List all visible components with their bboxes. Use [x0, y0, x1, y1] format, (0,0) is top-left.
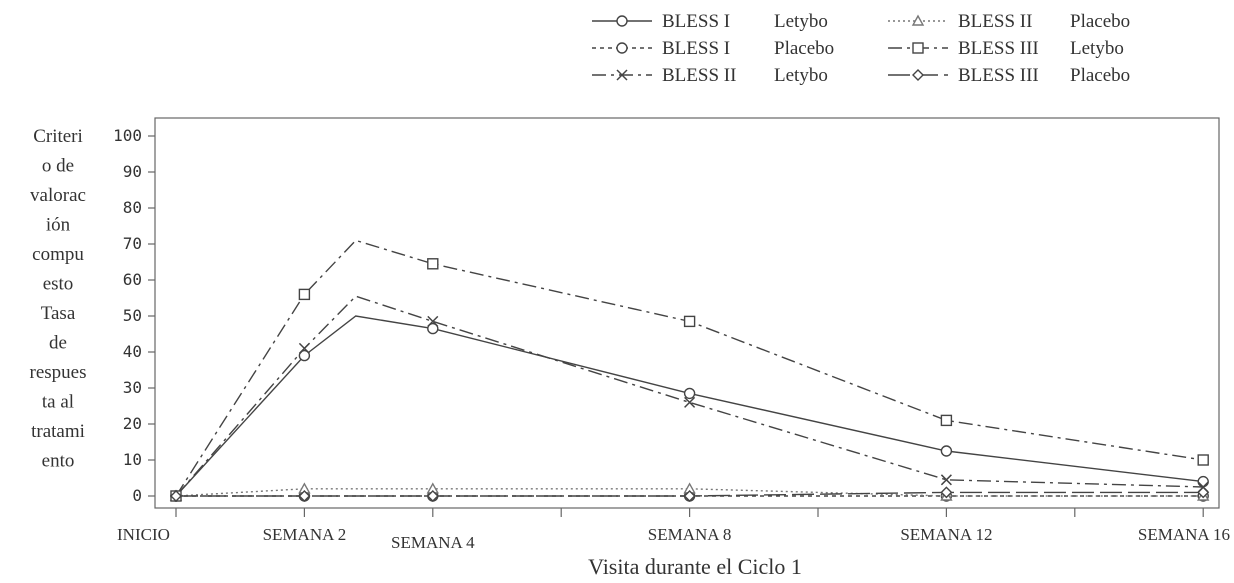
data-point — [912, 42, 924, 54]
legend-group: Placebo — [1070, 11, 1130, 32]
series-6 — [170, 486, 1210, 502]
y-axis-title-line: Criteri — [33, 126, 83, 147]
legend-item: BLESS III Placebo — [888, 65, 1130, 86]
data-point — [170, 490, 182, 502]
y-axis-title-line: ión — [46, 215, 71, 236]
series-1 — [170, 315, 1209, 502]
x-tick-label: INICIO — [117, 525, 170, 544]
y-tick-label: 100 — [113, 126, 142, 145]
y-axis-label: Criteri o de valorac ión compu esto Tasa de resp… — [30, 126, 87, 472]
data-point — [940, 445, 953, 457]
y-tick-label: 60 — [123, 270, 142, 289]
data-point — [427, 322, 439, 335]
legend-item: BLESS I Placebo — [592, 38, 834, 59]
data-point — [683, 490, 696, 502]
chart-legend: BLESS I Letybo BLESS II Placebo BLESS I Place… — [592, 11, 1130, 86]
legend-label: BLESS III — [958, 38, 1039, 59]
legend-group: Placebo — [774, 38, 834, 59]
y-tick-label: 90 — [123, 162, 142, 181]
y-tick-label: 80 — [123, 198, 142, 217]
legend-label: BLESS I — [662, 11, 730, 32]
y-tick-label: 70 — [123, 234, 142, 253]
y-axis-title-line: tratami — [31, 421, 85, 442]
x-axis-title: Visita durante el Ciclo 1 — [588, 554, 802, 579]
series-5 — [170, 239, 1209, 502]
series-line — [175, 315, 1204, 497]
data-point — [684, 396, 696, 408]
legend-item: BLESS II Letybo — [592, 65, 828, 86]
y-axis-title-line: Tasa — [41, 303, 76, 324]
x-tick-label: SEMANA 8 — [648, 525, 732, 544]
y-axis: 0 10 20 30 40 50 60 70 80 90 100 — [113, 126, 155, 505]
legend-label: BLESS III — [958, 65, 1039, 86]
data-point — [1197, 486, 1210, 499]
data-point — [616, 69, 628, 81]
y-tick-label: 0 — [132, 486, 142, 505]
data-point — [683, 315, 696, 328]
x-tick-label: SEMANA 4 — [391, 533, 475, 552]
legend-label: BLESS II — [958, 11, 1032, 32]
legend-item: BLESS III Letybo — [888, 38, 1124, 59]
x-tick-label: SEMANA 16 — [1138, 525, 1230, 544]
data-point — [298, 342, 310, 354]
y-tick-label: 30 — [123, 378, 142, 397]
y-axis-title-line: compu — [32, 244, 84, 265]
series-layer — [169, 239, 1210, 502]
data-point — [616, 42, 628, 54]
data-point — [298, 349, 311, 362]
y-tick-label: 40 — [123, 342, 142, 361]
x-tick-label: SEMANA 12 — [900, 525, 992, 544]
y-axis-title-line: esto — [43, 274, 74, 295]
legend-label: BLESS II — [662, 65, 736, 86]
y-tick-label: 50 — [123, 306, 142, 325]
legend-group: Placebo — [1070, 65, 1130, 86]
legend-group: Letybo — [1070, 38, 1124, 59]
data-point — [940, 486, 953, 499]
legend-label: BLESS I — [662, 38, 730, 59]
data-point — [683, 387, 696, 400]
plot-frame — [154, 117, 1220, 509]
legend-item: BLESS II Placebo — [888, 11, 1130, 32]
legend-item: BLESS I Letybo — [592, 11, 828, 32]
y-axis-title-line: valorac — [30, 185, 86, 206]
y-axis-title-line: ento — [42, 451, 75, 472]
y-axis-title-line: ta al — [42, 392, 74, 413]
data-point — [911, 14, 925, 26]
data-point — [426, 490, 439, 502]
data-point — [1197, 475, 1209, 488]
y-tick-label: 10 — [123, 450, 142, 469]
y-axis-title-line: de — [49, 333, 67, 354]
data-point — [427, 315, 439, 327]
data-point — [940, 414, 953, 427]
data-point — [616, 15, 628, 27]
data-point — [1197, 454, 1209, 466]
y-axis-title-line: o de — [42, 156, 74, 177]
data-point — [298, 490, 311, 502]
data-point — [298, 288, 311, 301]
data-point — [912, 69, 924, 81]
y-tick-label: 20 — [123, 414, 142, 433]
series-line — [175, 239, 1204, 497]
x-axis: INICIO SEMANA 2 SEMANA 4 SEMANA 8 SEMANA 12 S… — [117, 508, 1230, 552]
x-tick-label: SEMANA 2 — [263, 525, 347, 544]
y-axis-title-line: respues — [30, 362, 87, 383]
legend-group: Letybo — [774, 11, 828, 32]
legend-group: Letybo — [774, 65, 828, 86]
data-point — [427, 258, 439, 270]
data-point — [940, 474, 952, 486]
